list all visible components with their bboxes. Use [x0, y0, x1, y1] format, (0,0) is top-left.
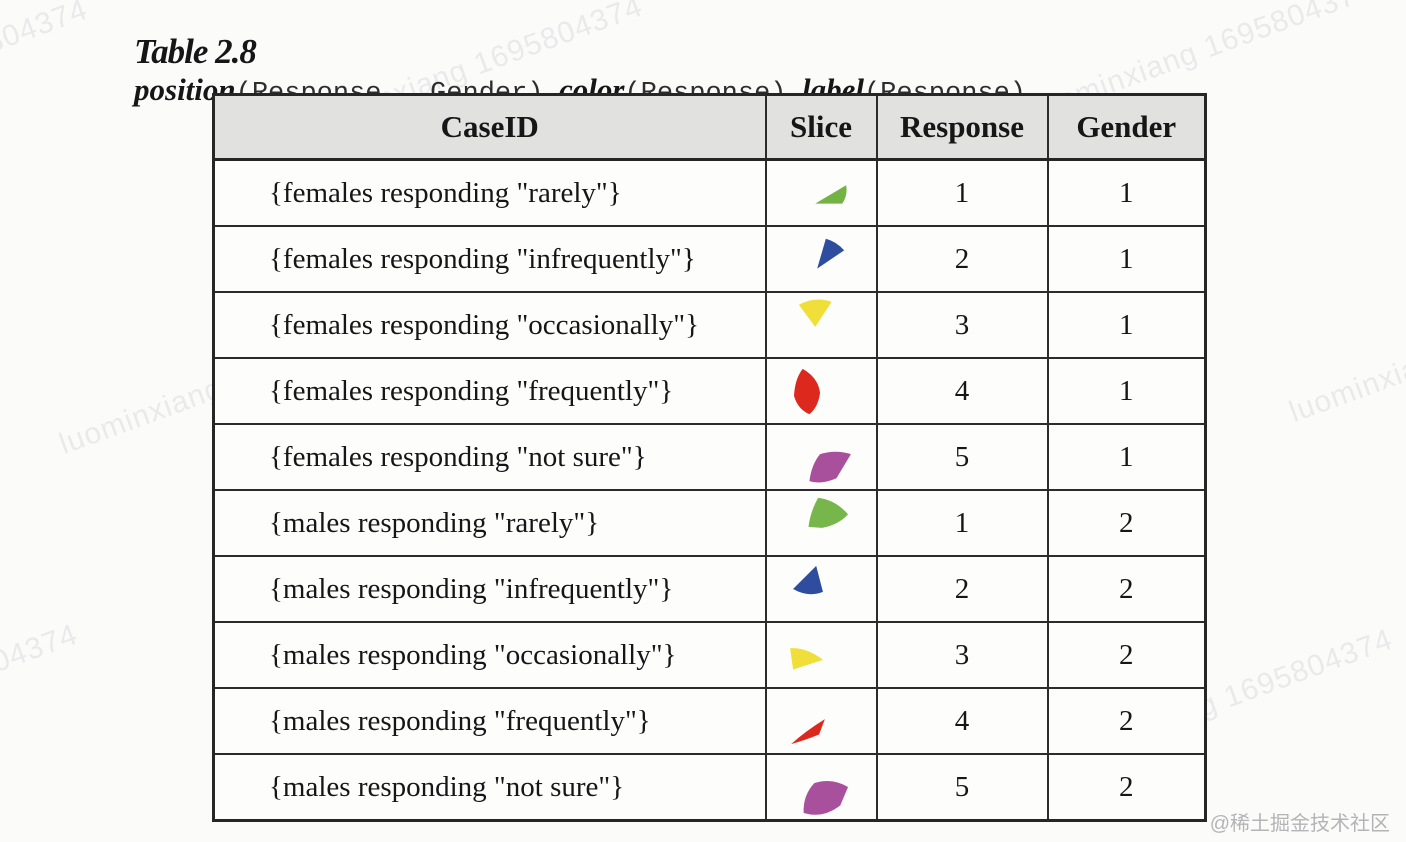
slice-cell: [764, 621, 878, 689]
gender-cell: 2: [1046, 489, 1207, 557]
pie-slice-icon: [798, 299, 832, 327]
table-row: {males responding "not sure"} 5 2: [212, 753, 1207, 822]
slice-cell: [764, 357, 878, 425]
pie-slice-shape: [789, 648, 823, 670]
response-cell: 1: [875, 158, 1049, 227]
pie-slice-shape: [814, 185, 847, 204]
header-row: CaseID Slice Response Gender: [212, 93, 1207, 161]
pie-slice-shape: [807, 497, 848, 528]
slice-cell: [764, 225, 878, 293]
caseid-cell: {females responding "rarely"}: [212, 158, 767, 227]
slice-cell: [764, 423, 878, 491]
gender-cell: 1: [1046, 158, 1207, 227]
caseid-cell: {females responding "occasionally"}: [212, 291, 767, 359]
response-cell: 5: [875, 423, 1049, 491]
pie-slice-shape: [793, 368, 820, 415]
gender-cell: 2: [1046, 621, 1207, 689]
pie-slice-icon: [816, 238, 844, 269]
header-caseid: CaseID: [212, 93, 767, 161]
pie-slice-icon: [803, 780, 848, 815]
caseid-cell: {males responding "occasionally"}: [212, 621, 767, 689]
pie-slice-shape: [803, 780, 848, 815]
table-row: {females responding "rarely"} 1 1: [212, 158, 1207, 227]
gender-cell: 1: [1046, 291, 1207, 359]
caseid-cell: {males responding "not sure"}: [212, 753, 767, 822]
caseid-cell: {males responding "frequently"}: [212, 687, 767, 755]
response-cell: 4: [875, 687, 1049, 755]
pie-slice-icon: [807, 497, 848, 528]
response-cell: 4: [875, 357, 1049, 425]
slice-cell: [764, 687, 878, 755]
caseid-cell: {males responding "infrequently"}: [212, 555, 767, 623]
caption-separator: ,: [543, 72, 560, 107]
header-gender: Gender: [1046, 93, 1207, 161]
watermark: luominxiang 1695804374: [1285, 276, 1406, 430]
gender-cell: 2: [1046, 687, 1207, 755]
header-response: Response: [875, 93, 1049, 161]
pie-slice-icon: [808, 451, 851, 483]
pie-slice-shape: [790, 719, 825, 745]
pie-slice-icon: [792, 565, 823, 595]
watermark: luominxiang 1695804374: [0, 0, 93, 146]
header-slice: Slice: [764, 93, 878, 161]
pie-slice-icon: [789, 648, 823, 670]
gender-cell: 2: [1046, 753, 1207, 822]
table-row: {females responding "infrequently"} 2 1: [212, 225, 1207, 293]
slice-cell: [764, 753, 878, 822]
pie-slice-shape: [798, 299, 832, 327]
response-cell: 2: [875, 225, 1049, 293]
table-row: {males responding "frequently"} 4 2: [212, 687, 1207, 755]
data-table: CaseID Slice Response Gender {females re…: [212, 93, 1207, 822]
pie-slice-shape: [808, 451, 851, 483]
slice-cell: [764, 291, 878, 359]
table-row: {males responding "occasionally"} 3 2: [212, 621, 1207, 689]
watermark: luominxiang 1695804374: [0, 617, 83, 771]
response-cell: 1: [875, 489, 1049, 557]
caseid-cell: {females responding "not sure"}: [212, 423, 767, 491]
gender-cell: 1: [1046, 357, 1207, 425]
table-row: {females responding "frequently"} 4 1: [212, 357, 1207, 425]
pie-slice-icon: [790, 719, 825, 745]
caseid-cell: {females responding "infrequently"}: [212, 225, 767, 293]
caption-number: Table 2.8: [134, 32, 257, 71]
site-credit: @稀土掘金技术社区: [1209, 813, 1390, 835]
response-cell: 3: [875, 291, 1049, 359]
slice-cell: [764, 555, 878, 623]
table-row: {males responding "rarely"} 1 2: [212, 489, 1207, 557]
pie-slice-icon: [814, 185, 847, 204]
table-row: {females responding "not sure"} 5 1: [212, 423, 1207, 491]
response-cell: 5: [875, 753, 1049, 822]
caseid-cell: {males responding "rarely"}: [212, 489, 767, 557]
gender-cell: 1: [1046, 225, 1207, 293]
pie-slice-icon: [793, 368, 820, 415]
caption-separator: ,: [786, 72, 802, 107]
table-row: {females responding "occasionally"} 3 1: [212, 291, 1207, 359]
caseid-cell: {females responding "frequently"}: [212, 357, 767, 425]
slice-cell: [764, 489, 878, 557]
gender-cell: 1: [1046, 423, 1207, 491]
pie-slice-shape: [792, 565, 823, 595]
table-row: {males responding "infrequently"} 2 2: [212, 555, 1207, 623]
response-cell: 2: [875, 555, 1049, 623]
response-cell: 3: [875, 621, 1049, 689]
pie-slice-shape: [816, 238, 844, 269]
slice-cell: [764, 158, 878, 227]
gender-cell: 2: [1046, 555, 1207, 623]
